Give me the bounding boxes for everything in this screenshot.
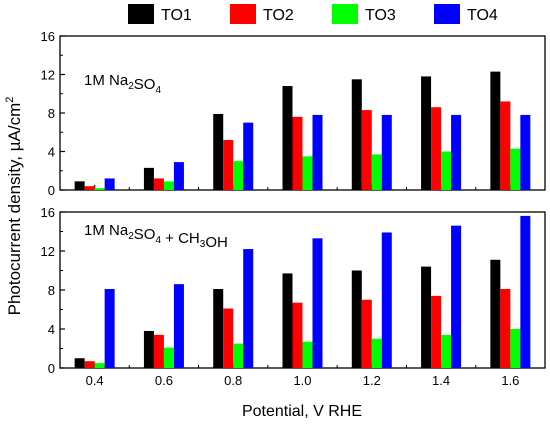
bar-to1-0.6 <box>143 167 154 190</box>
legend-label-to4: TO4 <box>467 7 498 24</box>
bar-to1-1.2 <box>351 79 362 190</box>
y-tick-label: 8 <box>48 106 55 121</box>
bar-to1-1.6 <box>490 71 501 190</box>
x-tick-label: 1.4 <box>432 373 450 388</box>
bar-to3-1.6 <box>510 329 521 368</box>
bar-to2-0.6 <box>153 334 164 368</box>
y-tick-label: 12 <box>41 244 55 259</box>
bar-to4-0.6 <box>173 162 184 190</box>
bar-to1-0.4 <box>74 181 85 190</box>
y-tick-label: 0 <box>48 361 55 376</box>
bar-to4-0.4 <box>104 289 115 368</box>
panel-annotation: 1M Na2SO4 <box>84 72 161 96</box>
bar-to4-1.2 <box>381 232 392 368</box>
bar-to2-0.8 <box>223 308 234 368</box>
x-axis-label: Potential, V RHE <box>242 403 362 420</box>
bar-to3-1.6 <box>510 148 521 190</box>
bar-to2-1.2 <box>361 110 372 190</box>
bottom-panel: 0 4 8 12 16 0.4 0.6 0.8 1.0 1.2 1.4 1.6 1M Na2SO4 + … <box>41 205 546 388</box>
bar-to1-1.0 <box>282 273 293 368</box>
bar-to4-1.0 <box>312 114 323 190</box>
x-tick-label: 0.6 <box>155 373 173 388</box>
legend-label-to2: TO2 <box>263 7 294 24</box>
bar-to2-0.4 <box>84 361 95 368</box>
y-axis-label: Photocurrent density, µA/cm2 <box>4 97 24 316</box>
bar-to3-0.8 <box>233 343 244 368</box>
panel-annotation: 1M Na2SO4 + CH3OH <box>84 222 228 251</box>
y-tick-label: 4 <box>48 145 55 160</box>
bar-to2-1.6 <box>500 101 511 190</box>
bar-to4-0.4 <box>104 178 115 190</box>
bar-to2-1.0 <box>292 302 303 368</box>
chart-legend: TO1 TO2 TO3 TO4 <box>128 4 498 24</box>
legend-swatch-to2 <box>230 4 256 24</box>
bar-to4-1.0 <box>312 238 323 368</box>
bar-to2-0.8 <box>223 139 234 190</box>
y-tick-label: 4 <box>48 322 55 337</box>
bar-to3-1.0 <box>302 156 313 190</box>
bar-to3-1.2 <box>371 154 382 190</box>
bar-to1-0.4 <box>74 358 85 368</box>
legend-label-to1: TO1 <box>161 7 192 24</box>
bar-to1-1.4 <box>421 266 432 368</box>
bar-to2-1.6 <box>500 289 511 368</box>
bar-to2-1.2 <box>361 299 372 368</box>
legend-swatch-to4 <box>434 4 460 24</box>
y-tick-label: 16 <box>41 29 55 44</box>
x-tick-label: 1.0 <box>293 373 311 388</box>
bar-to3-0.8 <box>233 161 244 190</box>
x-tick-label: 0.4 <box>86 373 104 388</box>
bar-to4-1.4 <box>451 114 462 190</box>
bar-to4-1.6 <box>520 215 531 368</box>
bar-to2-1.4 <box>431 107 442 190</box>
bar-to4-0.8 <box>243 122 254 190</box>
y-tick-label: 8 <box>48 283 55 298</box>
bar-to4-0.8 <box>243 249 254 368</box>
legend-swatch-to3 <box>332 4 358 24</box>
bar-to4-1.6 <box>520 114 531 190</box>
bar-to1-0.8 <box>213 289 224 368</box>
bar-to3-0.4 <box>94 363 105 368</box>
bar-to3-0.4 <box>94 188 105 190</box>
y-tick-label: 16 <box>41 205 55 220</box>
bar-to3-1.2 <box>371 338 382 368</box>
legend-swatch-to1 <box>128 4 154 24</box>
bar-to2-0.6 <box>153 178 164 190</box>
bar-to1-1.2 <box>351 270 362 368</box>
y-tick-label: 12 <box>41 68 55 83</box>
x-tick-label: 0.8 <box>224 373 242 388</box>
y-tick-label: 0 <box>48 183 55 198</box>
bar-to1-0.8 <box>213 113 224 190</box>
x-tick-label: 1.6 <box>501 373 519 388</box>
bar-to3-1.4 <box>441 334 452 368</box>
bar-to1-1.6 <box>490 259 501 368</box>
bar-to4-1.2 <box>381 114 392 190</box>
bar-to1-0.6 <box>143 330 154 368</box>
bar-to4-1.4 <box>451 225 462 368</box>
bar-to1-1.0 <box>282 86 293 190</box>
bar-to3-1.4 <box>441 151 452 190</box>
legend-label-to3: TO3 <box>365 7 396 24</box>
bar-to1-1.4 <box>421 76 432 190</box>
bar-to2-1.0 <box>292 116 303 190</box>
x-tick-label: 1.2 <box>363 373 381 388</box>
bar-to2-1.4 <box>431 295 442 368</box>
bar-to4-0.6 <box>173 284 184 368</box>
bar-to3-1.0 <box>302 341 313 368</box>
bar-to3-0.6 <box>163 347 174 368</box>
bar-to3-0.6 <box>163 181 174 190</box>
top-panel: 0 4 8 12 16 1M Na2SO4 <box>41 29 546 198</box>
bar-to2-0.4 <box>84 186 95 190</box>
